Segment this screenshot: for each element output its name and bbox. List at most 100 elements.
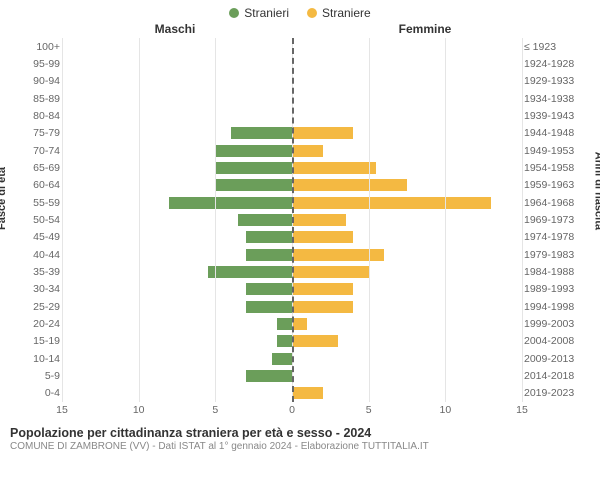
birth-label: 1924-1928 (524, 58, 582, 70)
age-label: 10-14 (22, 353, 60, 365)
x-tick: 15 (516, 404, 528, 416)
age-label: 70-74 (22, 145, 60, 157)
bar-female (292, 162, 376, 174)
birth-label: 1999-2003 (524, 318, 582, 330)
birth-label: 2009-2013 (524, 353, 582, 365)
bar-male (169, 197, 292, 209)
legend-male-label: Stranieri (244, 6, 289, 20)
plot-area (62, 38, 522, 402)
age-label: 20-24 (22, 318, 60, 330)
birth-label: 1989-1993 (524, 283, 582, 295)
bar-male (277, 335, 292, 347)
y-axis-title-right: Anni di nascita (592, 152, 600, 230)
birth-label: 1969-1973 (524, 214, 582, 226)
bar-female (292, 266, 369, 278)
bar-male (246, 370, 292, 382)
y-axis-title-left: Fasce di età (0, 167, 8, 230)
center-axis (292, 38, 294, 402)
age-label: 35-39 (22, 266, 60, 278)
chart-title: Popolazione per cittadinanza straniera p… (10, 426, 590, 440)
bar-male (246, 301, 292, 313)
col-male-header: Maschi (0, 22, 300, 36)
bar-female (292, 283, 353, 295)
chart-footer: Popolazione per cittadinanza straniera p… (0, 422, 600, 452)
x-axis: 05101551015 (62, 404, 522, 422)
bar-female (292, 145, 323, 157)
legend-female-swatch (307, 8, 317, 18)
bar-female (292, 335, 338, 347)
birth-label: 1979-1983 (524, 249, 582, 261)
age-label: 80-84 (22, 110, 60, 122)
age-label: 45-49 (22, 231, 60, 243)
gridline (522, 38, 523, 402)
age-label: 95-99 (22, 58, 60, 70)
bar-male (215, 145, 292, 157)
birth-label: 1929-1933 (524, 75, 582, 87)
bar-female (292, 249, 384, 261)
age-label: 55-59 (22, 197, 60, 209)
age-labels: 0-4 5-9 10-14 15-19 20-24 25-29 30-34 35-39 40-4… (22, 38, 60, 402)
age-label: 75-79 (22, 127, 60, 139)
bar-female (292, 301, 353, 313)
age-label: 60-64 (22, 179, 60, 191)
birth-label: 1959-1963 (524, 179, 582, 191)
birth-label: ≤ 1923 (524, 41, 582, 53)
birth-label: 1939-1943 (524, 110, 582, 122)
age-label: 30-34 (22, 283, 60, 295)
x-tick: 0 (289, 404, 295, 416)
age-label: 50-54 (22, 214, 60, 226)
age-label: 90-94 (22, 75, 60, 87)
age-label: 100+ (22, 41, 60, 53)
bar-male (277, 318, 292, 330)
birth-label: 1944-1948 (524, 127, 582, 139)
age-label: 40-44 (22, 249, 60, 261)
x-tick: 5 (366, 404, 372, 416)
birth-label: 1954-1958 (524, 162, 582, 174)
bar-female (292, 197, 491, 209)
column-headers: Maschi Femmine (0, 22, 600, 36)
bar-female (292, 318, 307, 330)
birth-label: 1984-1988 (524, 266, 582, 278)
bar-female (292, 231, 353, 243)
x-tick: 15 (56, 404, 68, 416)
age-label: 65-69 (22, 162, 60, 174)
birth-label: 2019-2023 (524, 387, 582, 399)
x-tick: 10 (133, 404, 145, 416)
bar-male (231, 127, 292, 139)
bar-male (246, 231, 292, 243)
bar-male (208, 266, 292, 278)
legend-male-swatch (229, 8, 239, 18)
gridline (369, 38, 370, 402)
bar-male (246, 249, 292, 261)
age-label: 25-29 (22, 301, 60, 313)
birth-label: 1974-1978 (524, 231, 582, 243)
legend-female-label: Straniere (322, 6, 371, 20)
col-female-header: Femmine (300, 22, 600, 36)
bar-male (246, 283, 292, 295)
bar-male (272, 353, 292, 365)
legend: Stranieri Straniere (0, 0, 600, 20)
age-label: 5-9 (22, 370, 60, 382)
bar-male (215, 162, 292, 174)
birth-label: 2004-2008 (524, 335, 582, 347)
bar-female (292, 387, 323, 399)
bar-female (292, 127, 353, 139)
age-label: 15-19 (22, 335, 60, 347)
gridline (139, 38, 140, 402)
birth-label: 1934-1938 (524, 93, 582, 105)
birth-label: 2014-2018 (524, 370, 582, 382)
gridline (445, 38, 446, 402)
gridline (62, 38, 63, 402)
x-tick: 10 (439, 404, 451, 416)
bar-female (292, 214, 346, 226)
birth-label: 1949-1953 (524, 145, 582, 157)
gridline (215, 38, 216, 402)
bar-male (215, 179, 292, 191)
birth-label: 1994-1998 (524, 301, 582, 313)
age-label: 0-4 (22, 387, 60, 399)
x-tick: 5 (212, 404, 218, 416)
bar-male (238, 214, 292, 226)
birth-labels: 2019-2023 2014-2018 2009-2013 2004-2008 1999… (524, 38, 582, 402)
age-label: 85-89 (22, 93, 60, 105)
legend-female: Straniere (307, 6, 371, 20)
